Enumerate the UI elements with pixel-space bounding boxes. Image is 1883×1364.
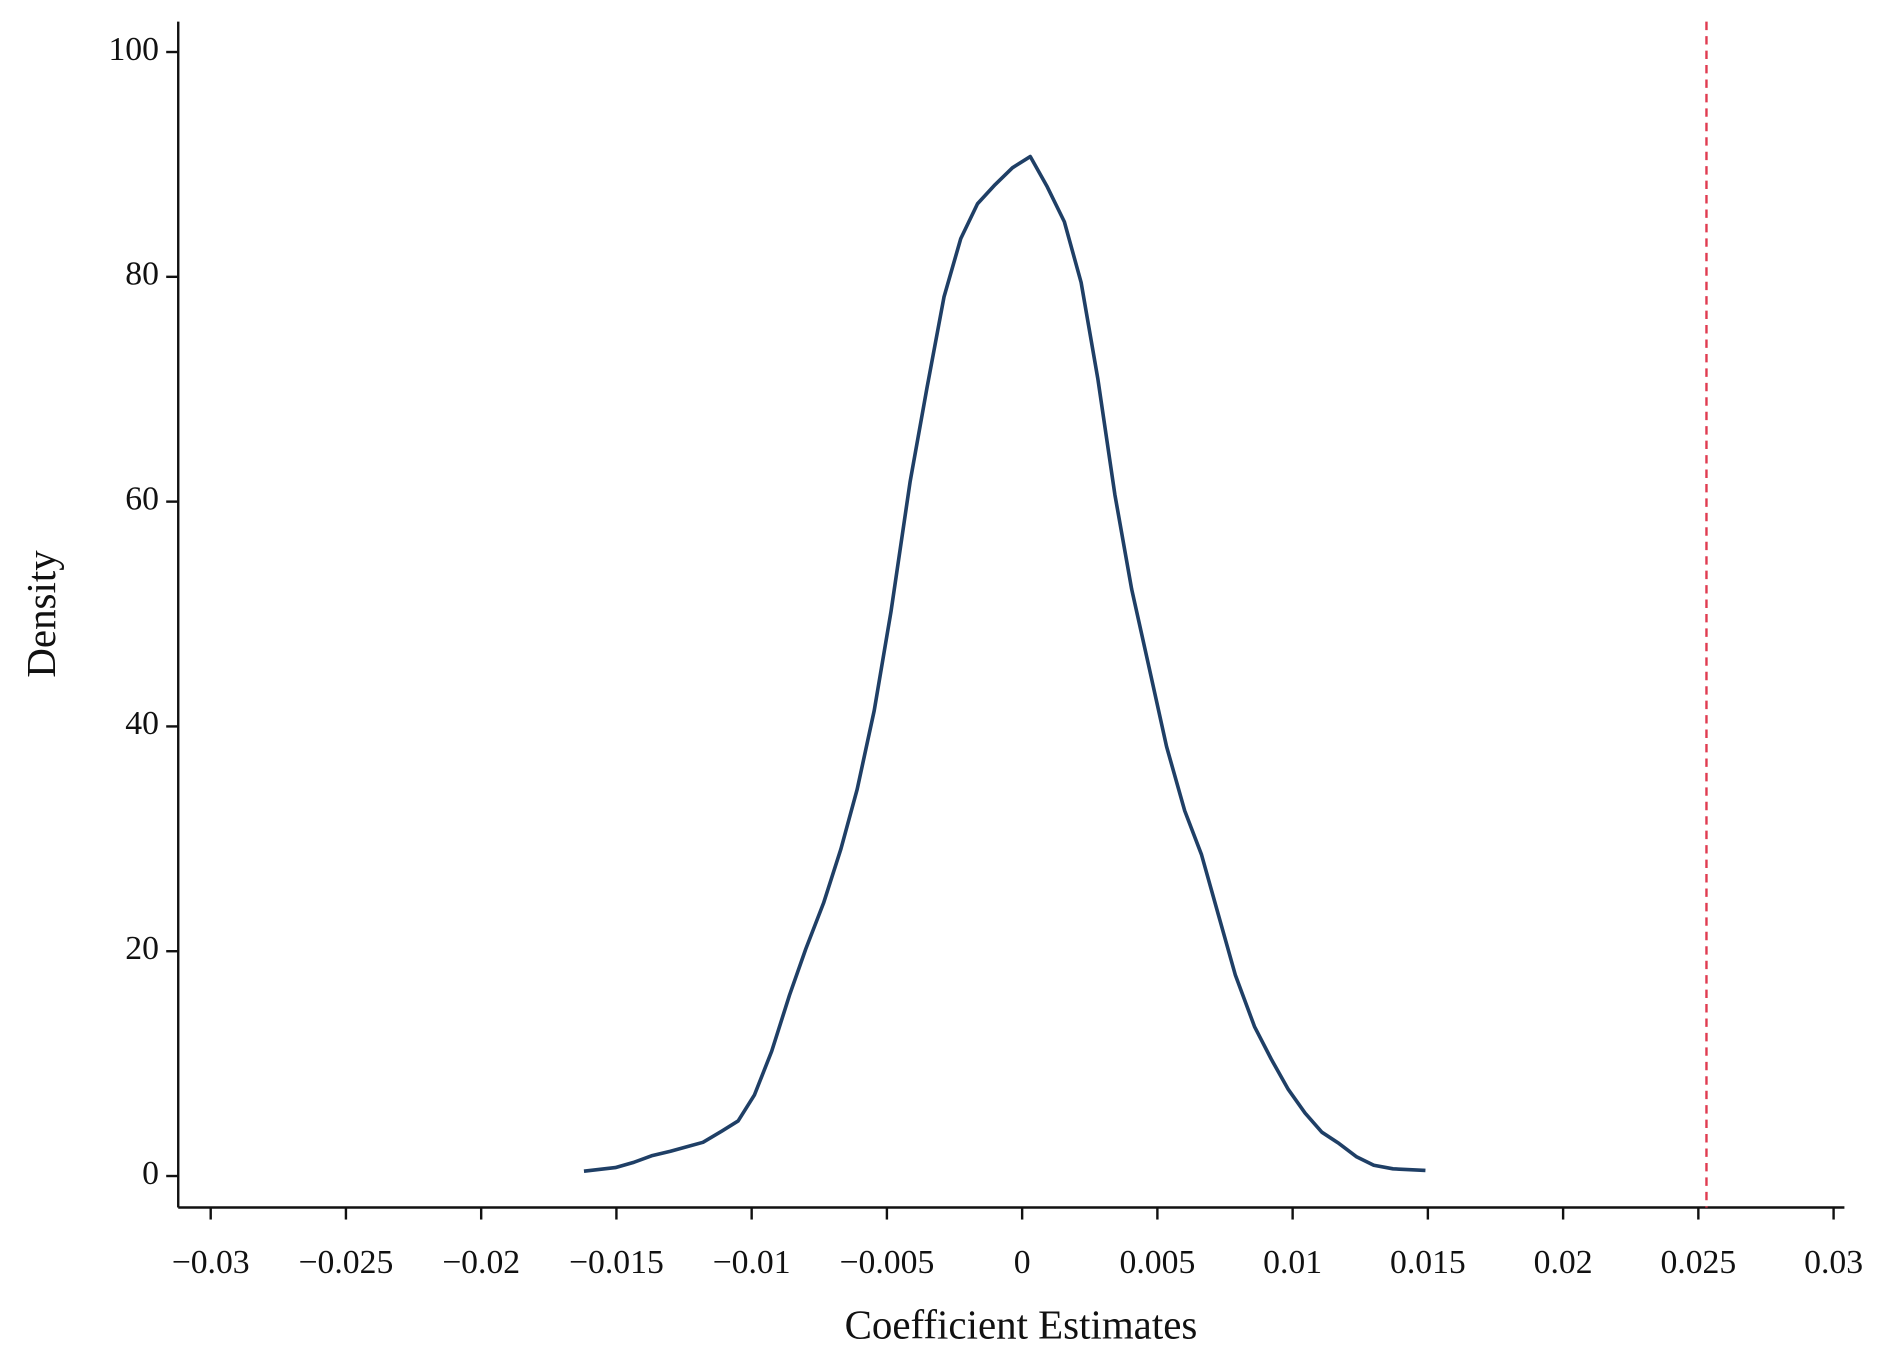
y-tick-label: 20 xyxy=(125,930,159,967)
x-tick-label: −0.01 xyxy=(713,1244,791,1281)
y-tick-label: 60 xyxy=(125,480,159,517)
x-tick-label: 0.02 xyxy=(1534,1244,1593,1281)
x-tick-label: 0.015 xyxy=(1390,1244,1466,1281)
x-tick-label: −0.015 xyxy=(569,1244,664,1281)
x-tick-label: 0.01 xyxy=(1263,1244,1322,1281)
y-tick-label: 40 xyxy=(125,705,159,742)
y-tick-label: 80 xyxy=(125,256,159,293)
x-tick-label: 0.025 xyxy=(1660,1244,1736,1281)
density-line xyxy=(583,154,1426,1173)
x-tick-label: 0.005 xyxy=(1119,1244,1195,1281)
y-tick-label: 0 xyxy=(142,1155,159,1192)
x-tick-label: 0 xyxy=(1014,1244,1031,1281)
x-tick-label: 0.03 xyxy=(1804,1244,1863,1281)
x-tick-label: −0.02 xyxy=(442,1244,520,1281)
x-axis-label: Coefficient Estimates xyxy=(845,1302,1198,1347)
y-axis-label: Density xyxy=(19,550,64,678)
x-tick-label: −0.025 xyxy=(299,1244,394,1281)
x-tick-label: −0.03 xyxy=(172,1244,250,1281)
y-tick-label: 100 xyxy=(108,31,159,68)
x-tick-label: −0.005 xyxy=(840,1244,935,1281)
